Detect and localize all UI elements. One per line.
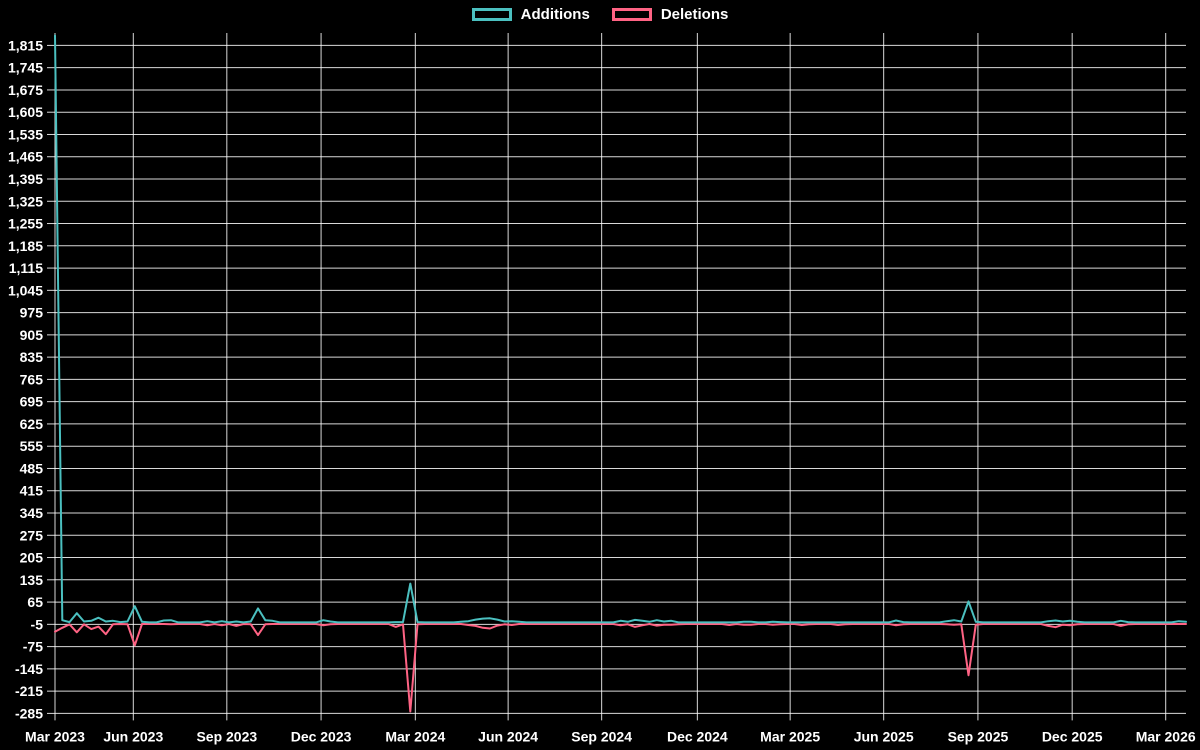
y-axis-label: 1,675 [8, 82, 43, 98]
y-axis-label: 765 [20, 371, 44, 387]
x-axis-label: Mar 2023 [25, 728, 85, 744]
y-axis-label: 1,605 [8, 104, 43, 120]
y-axis-label: 625 [20, 416, 44, 432]
x-axis-label: Jun 2024 [478, 728, 538, 744]
x-axis-label: Jun 2023 [103, 728, 163, 744]
y-axis-label: 1,045 [8, 282, 43, 298]
y-axis-label: 1,815 [8, 37, 43, 53]
y-axis-label: 205 [20, 550, 44, 566]
y-axis-label: 135 [20, 572, 44, 588]
y-axis-label: -145 [15, 661, 43, 677]
series-line-additions [54, 34, 1187, 624]
y-axis-label: -215 [15, 683, 43, 699]
legend-item-additions[interactable]: Additions [471, 6, 590, 23]
y-axis-label: 275 [20, 527, 44, 543]
y-axis-label: 345 [20, 505, 44, 521]
series-line-deletions [54, 623, 1187, 713]
y-axis-label: 1,745 [8, 60, 43, 76]
y-axis-label: 1,185 [8, 238, 43, 254]
x-axis-label: Dec 2023 [291, 728, 352, 744]
y-axis-label: 555 [20, 438, 44, 454]
y-axis-label: 485 [20, 460, 44, 476]
chart-legend: Additions Deletions [0, 7, 1200, 22]
x-axis-label: Dec 2025 [1042, 728, 1103, 744]
additions-swatch-icon [471, 8, 512, 21]
x-axis-label: Mar 2025 [760, 728, 820, 744]
deletions-swatch-icon [611, 8, 652, 21]
x-axis-label: Sep 2024 [571, 728, 632, 744]
x-axis-label: Sep 2023 [196, 728, 257, 744]
y-axis-label: 1,395 [8, 171, 43, 187]
y-axis-label: 1,115 [9, 260, 43, 276]
x-axis-label: Mar 2026 [1136, 728, 1196, 744]
y-axis-label: -5 [31, 616, 44, 632]
legend-label-deletions: Deletions [660, 6, 729, 23]
y-axis-label: 835 [20, 349, 44, 365]
y-axis-label: -285 [15, 705, 43, 721]
y-axis-label: 1,255 [8, 216, 43, 232]
legend-label-additions: Additions [520, 6, 590, 23]
x-axis-label: Jun 2025 [854, 728, 914, 744]
y-axis-label: 975 [20, 305, 44, 321]
y-axis-label: 1,325 [8, 193, 43, 209]
y-axis-label: 415 [20, 483, 44, 499]
y-axis-label: 695 [20, 394, 44, 410]
y-axis-label: 65 [27, 594, 43, 610]
x-axis-label: Dec 2024 [667, 728, 728, 744]
x-axis-label: Mar 2024 [385, 728, 445, 744]
y-axis-label: 1,465 [8, 149, 43, 165]
y-axis-label: 1,535 [8, 126, 43, 142]
y-axis-label: -75 [23, 639, 43, 655]
y-axis-label: 905 [20, 327, 44, 343]
legend-item-deletions[interactable]: Deletions [611, 6, 729, 23]
x-axis-label: Sep 2025 [948, 728, 1009, 744]
